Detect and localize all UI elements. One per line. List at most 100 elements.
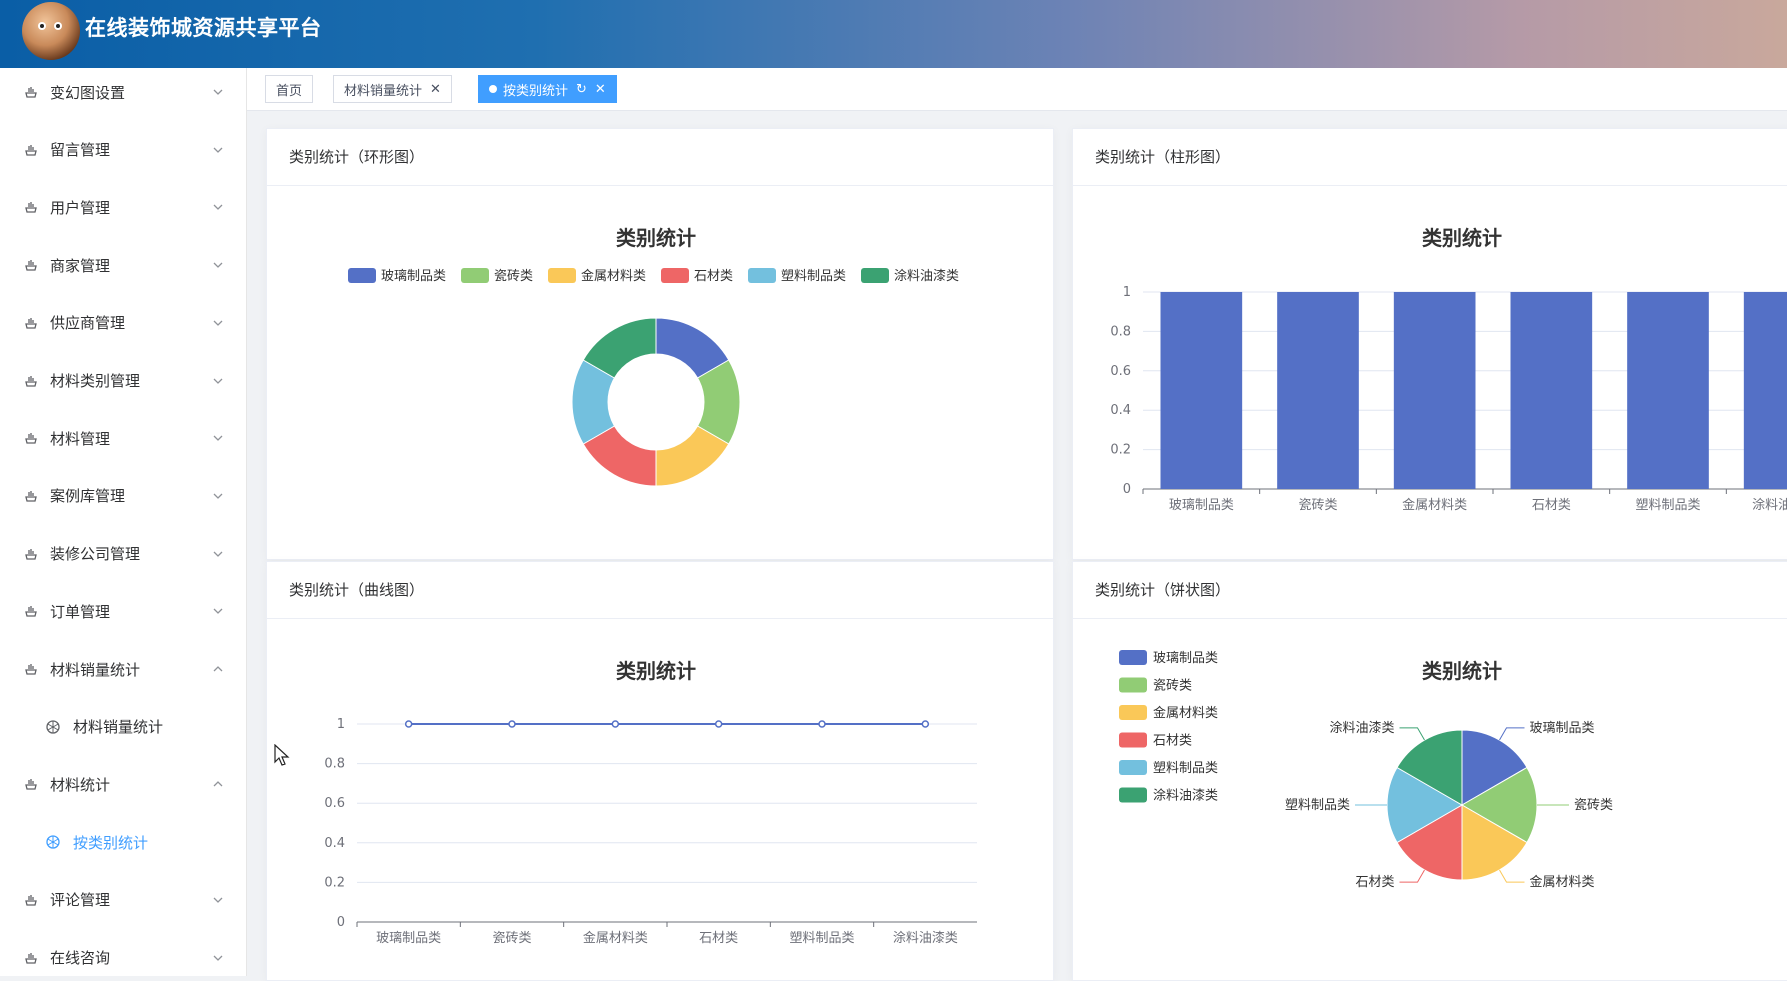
sidebar-item[interactable]: 在线咨询 bbox=[0, 930, 246, 977]
chevron-down-icon bbox=[213, 493, 223, 499]
chevron-down-icon bbox=[213, 378, 223, 384]
sidebar-item[interactable]: 材料销量统计 bbox=[0, 641, 246, 697]
legend-swatch bbox=[1119, 787, 1147, 803]
legend-label: 瓷砖类 bbox=[494, 269, 533, 284]
sidebar-item-label: 评论管理 bbox=[50, 891, 111, 910]
label-line bbox=[1499, 727, 1525, 741]
donut-slice bbox=[582, 317, 657, 379]
chart-wheel-icon bbox=[46, 835, 60, 849]
menu-icon bbox=[25, 952, 37, 964]
sidebar-item[interactable]: 留言管理 bbox=[0, 122, 246, 178]
menu-icon bbox=[25, 317, 37, 329]
sidebar-item[interactable]: 变幻图设置 bbox=[0, 68, 246, 120]
pie-chart: 类别统计玻璃制品类瓷砖类金属材料类石材类塑料制品类涂料油漆类玻璃制品类瓷砖类金属… bbox=[1119, 650, 1613, 890]
y-tick-label: 0.2 bbox=[1110, 443, 1131, 458]
data-point bbox=[921, 720, 930, 728]
legend-swatch bbox=[748, 268, 776, 283]
tab-material-sales[interactable]: 材料销量统计 ✕ bbox=[333, 75, 452, 103]
tab-label: 按类别统计 bbox=[503, 83, 569, 99]
x-tick-label: 石材类 bbox=[1532, 498, 1571, 513]
data-point bbox=[404, 720, 413, 728]
sidebar-item-label: 在线咨询 bbox=[50, 949, 111, 967]
sidebar-subitem[interactable]: 材料销量统计 bbox=[0, 699, 246, 755]
bar-card: 类别统计（柱形图） 类别统计 0 0.2 0.4 0.6 0.8 1 玻璃制品类 瓷砖类 金属材料… bbox=[1072, 128, 1787, 560]
sidebar-item[interactable]: 用户管理 bbox=[0, 179, 246, 235]
y-tick-label: 1 bbox=[337, 717, 345, 732]
tab-category-stats[interactable]: 按类别统计 ↻ ✕ bbox=[478, 75, 617, 103]
chevron-down-icon bbox=[213, 955, 223, 961]
sidebar-item[interactable]: 商家管理 bbox=[0, 237, 246, 293]
top-header: 在线装饰城资源共享平台 bbox=[0, 0, 1787, 68]
sidebar-item[interactable]: 材料类别管理 bbox=[0, 353, 246, 409]
x-tick-label: 塑料制品类 bbox=[789, 931, 854, 946]
chevron-up-icon bbox=[213, 781, 223, 787]
slice-label: 玻璃制品类 bbox=[1530, 721, 1595, 736]
sidebar-subitem[interactable]: 按类别统计 bbox=[0, 814, 246, 870]
chevron-down-icon bbox=[213, 89, 223, 95]
chevron-down-icon bbox=[213, 204, 223, 211]
card-header: 类别统计（饼状图） bbox=[1073, 562, 1787, 619]
legend-label: 玻璃制品类 bbox=[381, 269, 446, 284]
chevron-down-icon bbox=[213, 435, 223, 442]
chart-title: 类别统计 bbox=[616, 226, 696, 250]
card-header: 类别统计（柱形图） bbox=[1073, 129, 1787, 186]
y-tick-label: 0.4 bbox=[1110, 403, 1131, 418]
chevron-up-icon bbox=[213, 666, 223, 672]
x-tick-label: 塑料制品类 bbox=[1635, 498, 1700, 513]
x-tick-label: 瓷砖类 bbox=[492, 931, 531, 946]
sidebar-item[interactable]: 供应商管理 bbox=[0, 295, 246, 351]
x-tick-label: 涂料油漆类 bbox=[1752, 497, 1787, 513]
legend-label: 金属材料类 bbox=[581, 268, 646, 284]
x-tick-label: 玻璃制品类 bbox=[376, 931, 441, 946]
bar bbox=[1393, 292, 1476, 489]
tab-label: 材料销量统计 bbox=[344, 83, 423, 99]
close-icon[interactable]: ✕ bbox=[430, 81, 441, 97]
menu-icon bbox=[25, 433, 37, 444]
x-tick-label: 石材类 bbox=[699, 931, 738, 946]
refresh-icon[interactable]: ↻ bbox=[576, 81, 587, 97]
sidebar-item[interactable]: 案例库管理 bbox=[0, 468, 246, 524]
sidebar-item-label: 商家管理 bbox=[50, 256, 111, 275]
bar bbox=[1510, 292, 1593, 489]
pie-slice bbox=[1396, 729, 1463, 806]
menu-icon bbox=[25, 894, 37, 906]
donut-card: 类别统计（环形图） 类别统计 玻璃制品类 瓷砖类 金属材料类 石材类 塑料制品类 涂料油漆类 bbox=[266, 128, 1054, 560]
menu-icon bbox=[25, 202, 37, 214]
sidebar-item[interactable]: 材料统计 bbox=[0, 756, 246, 812]
legend-swatch bbox=[548, 268, 576, 283]
sidebar-item-label: 材料统计 bbox=[50, 775, 111, 794]
label-line bbox=[1499, 869, 1525, 883]
active-dot-icon bbox=[489, 85, 497, 93]
y-tick-label: 0.8 bbox=[1110, 324, 1131, 339]
menu-icon bbox=[25, 375, 37, 387]
legend-label: 玻璃制品类 bbox=[1153, 651, 1218, 666]
bar-chart: 类别统计 0 0.2 0.4 0.6 0.8 1 玻璃制品类 瓷砖类 金属材料类 石材类 塑料制品类 涂… bbox=[1110, 226, 1787, 513]
pie-slice bbox=[1460, 766, 1538, 844]
sidebar-item[interactable]: 评论管理 bbox=[0, 872, 246, 928]
sidebar-item[interactable]: 材料管理 bbox=[0, 410, 246, 466]
bar bbox=[1627, 292, 1709, 489]
y-tick-label: 0.6 bbox=[324, 796, 345, 811]
menu-icon bbox=[25, 664, 37, 675]
tab-home[interactable]: 首页 bbox=[265, 75, 314, 103]
legend-label: 石材类 bbox=[694, 269, 733, 284]
slice-label: 金属材料类 bbox=[1530, 874, 1595, 890]
y-tick-label: 0.2 bbox=[324, 875, 345, 890]
legend-swatch bbox=[661, 268, 689, 283]
y-tick-label: 0.4 bbox=[324, 836, 345, 851]
close-icon[interactable]: ✕ bbox=[594, 81, 606, 97]
bar bbox=[1160, 292, 1243, 489]
menu-icon bbox=[25, 260, 37, 271]
chart-title: 类别统计 bbox=[616, 659, 696, 683]
legend-swatch bbox=[1119, 732, 1147, 748]
sidebar-item-label: 材料销量统计 bbox=[73, 718, 164, 737]
sidebar-item[interactable]: 订单管理 bbox=[0, 583, 246, 639]
chart-title: 类别统计 bbox=[1422, 226, 1502, 250]
card-header: 类别统计（曲线图） bbox=[267, 562, 1053, 619]
pie-slice bbox=[1396, 804, 1463, 881]
sidebar-item[interactable]: 装修公司管理 bbox=[0, 526, 246, 582]
avatar[interactable] bbox=[22, 2, 80, 60]
menu-icon bbox=[25, 548, 37, 560]
chevron-down-icon bbox=[213, 551, 223, 557]
label-line bbox=[1399, 869, 1425, 883]
